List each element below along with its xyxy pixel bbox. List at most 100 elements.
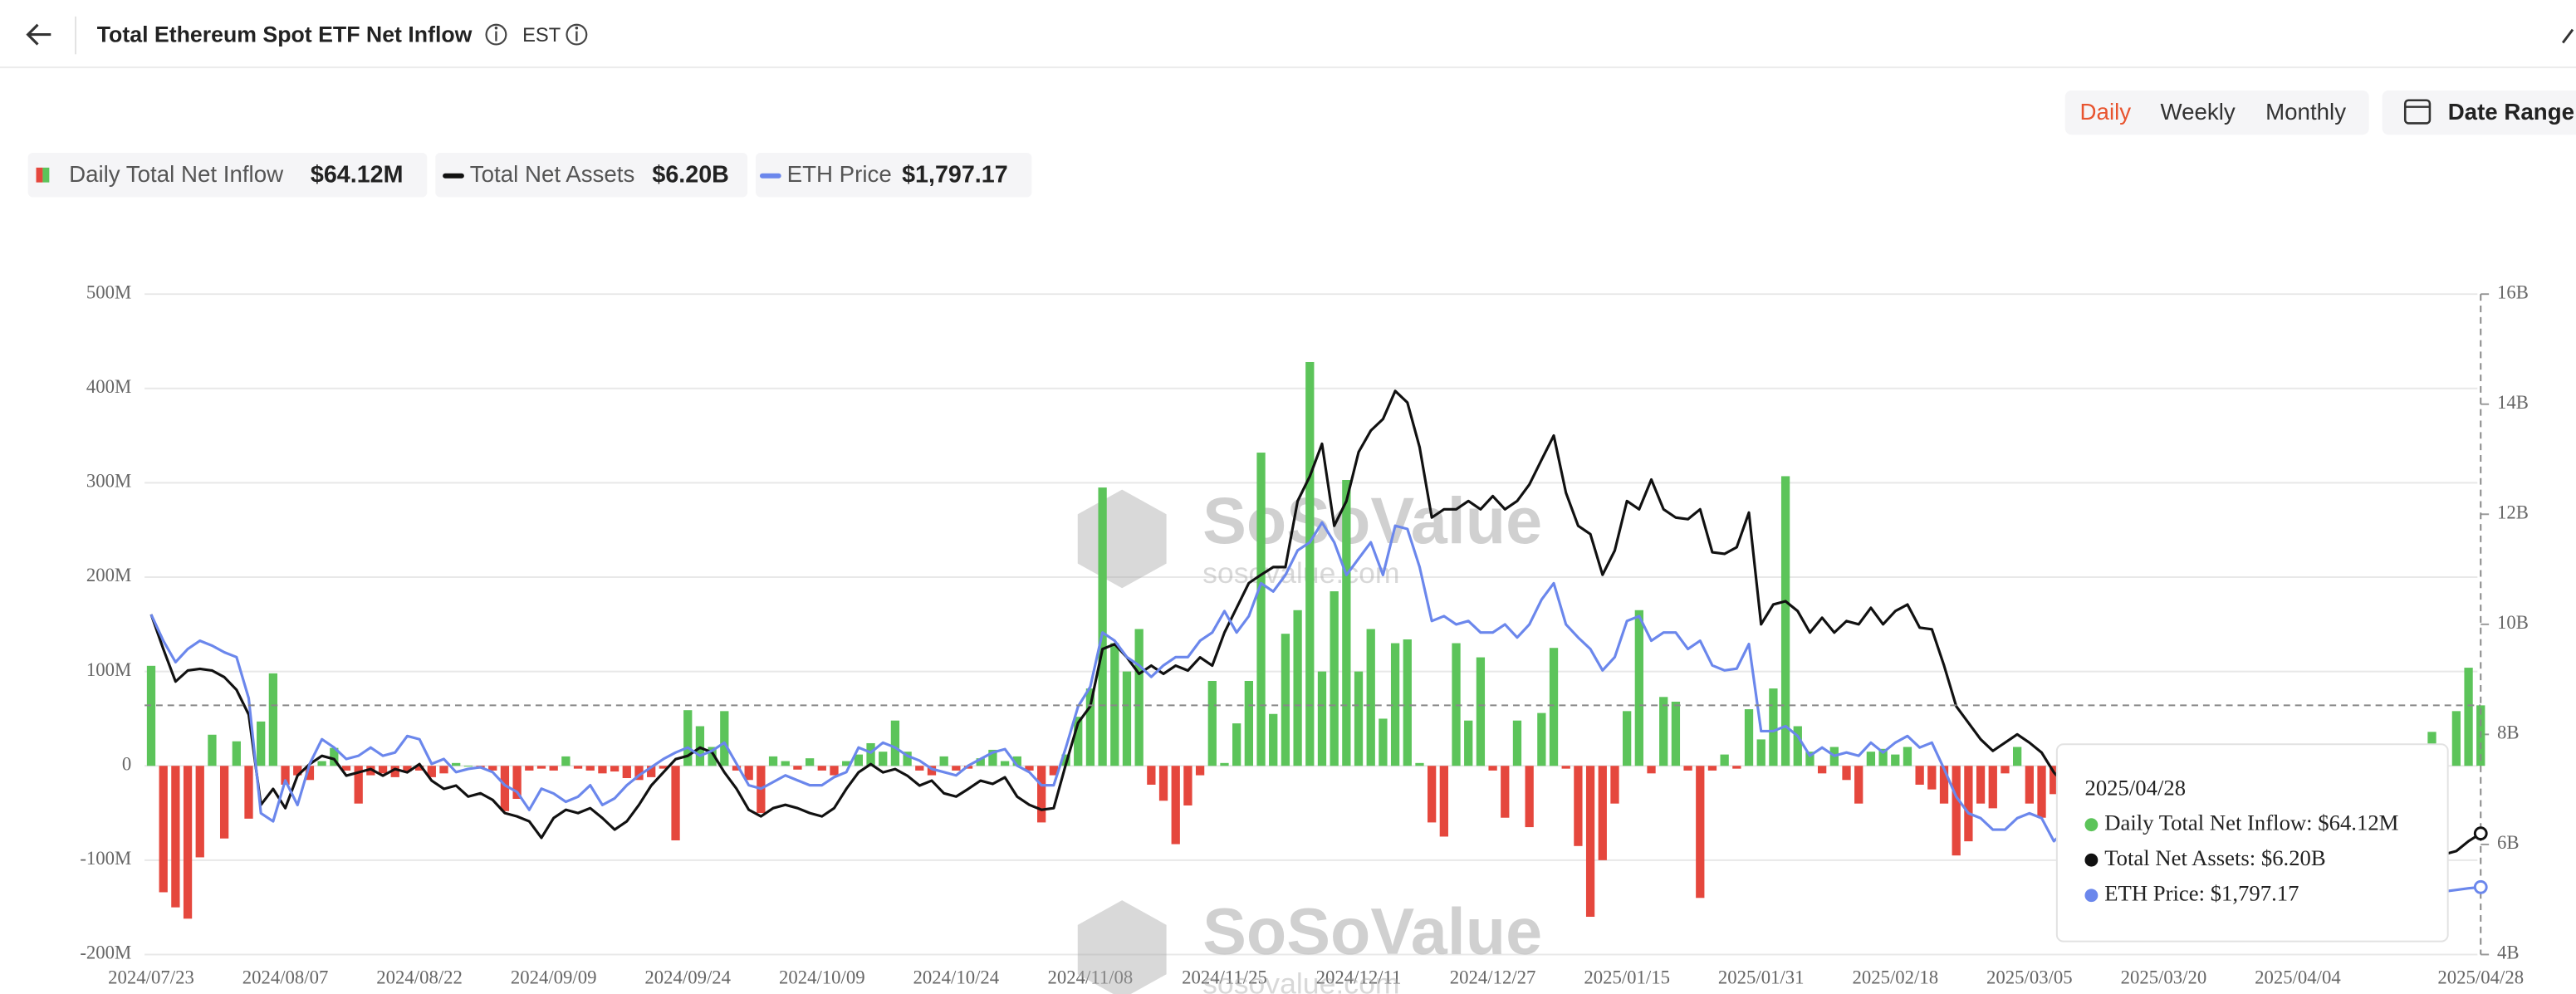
bar bbox=[585, 766, 595, 771]
bar bbox=[2013, 747, 2022, 766]
x-tick-label: 2025/03/20 bbox=[2121, 967, 2207, 987]
x-tick-label: 2025/04/04 bbox=[2255, 967, 2341, 987]
bar bbox=[317, 761, 326, 766]
bar bbox=[1939, 766, 1949, 804]
bar bbox=[1805, 752, 1814, 766]
bar bbox=[1330, 591, 1339, 766]
bar bbox=[1988, 766, 1997, 809]
bar bbox=[988, 749, 997, 766]
bar bbox=[403, 766, 412, 772]
bar bbox=[1342, 479, 1351, 766]
bar bbox=[1927, 766, 1937, 790]
bar bbox=[1379, 718, 1388, 766]
tooltip: 2025/04/28 Daily Total Net Inflow: $64.1… bbox=[2055, 743, 2449, 943]
bar bbox=[452, 762, 461, 766]
bar bbox=[549, 766, 558, 771]
bar bbox=[1256, 453, 1266, 766]
bar bbox=[1147, 766, 1156, 785]
watermark-logo bbox=[1077, 489, 1167, 589]
bar bbox=[1098, 487, 1107, 766]
legend-swatch bbox=[36, 167, 43, 183]
watermark-brand: SoSoValue bbox=[1202, 894, 1542, 968]
x-tick-label: 2024/10/24 bbox=[913, 967, 1000, 987]
bar bbox=[1134, 629, 1144, 766]
y2-tick-label: 16B bbox=[2497, 282, 2529, 302]
bar bbox=[536, 766, 546, 769]
bar bbox=[1025, 766, 1034, 771]
bar bbox=[732, 766, 742, 771]
period-button[interactable]: Weekly bbox=[2160, 99, 2235, 125]
bar bbox=[378, 766, 388, 774]
timezone: EST bbox=[522, 25, 561, 47]
bar bbox=[1158, 766, 1168, 801]
bar bbox=[1074, 717, 1083, 766]
legend-label: ETH Price bbox=[787, 161, 892, 187]
y-tick-label: 200M bbox=[86, 565, 131, 585]
bar bbox=[1525, 766, 1534, 828]
legend: Daily Total Net Inflow $64.12M Total Net… bbox=[27, 153, 1032, 198]
bar bbox=[890, 720, 900, 766]
bar bbox=[1585, 766, 1595, 918]
bar bbox=[2037, 766, 2046, 818]
date-range-button[interactable]: Date Range bbox=[2382, 90, 2576, 135]
watermark-logo bbox=[1077, 900, 1167, 994]
period-button[interactable]: Monthly bbox=[2265, 99, 2346, 125]
period-button[interactable]: Daily bbox=[2080, 99, 2132, 125]
bar bbox=[744, 766, 753, 781]
bar bbox=[1476, 657, 1486, 766]
tooltip-box bbox=[2055, 743, 2449, 943]
bar bbox=[305, 766, 315, 781]
tooltip-row: ETH Price: $1,797.17 bbox=[2104, 880, 2299, 905]
edit-icon[interactable] bbox=[2561, 28, 2574, 44]
x-tick-label: 2025/03/05 bbox=[1986, 967, 2073, 987]
bar bbox=[341, 766, 351, 771]
bar bbox=[768, 756, 778, 766]
bar bbox=[1037, 766, 1046, 823]
bar bbox=[1598, 766, 1607, 860]
y2-tick-label: 14B bbox=[2497, 392, 2529, 413]
bar bbox=[1964, 766, 1973, 842]
bar bbox=[1232, 723, 1241, 766]
x-tick-label: 2024/09/09 bbox=[511, 967, 597, 987]
bar bbox=[1439, 766, 1448, 837]
tooltip-row: Daily Total Net Inflow: $64.12M bbox=[2104, 810, 2398, 835]
y-tick-label: 300M bbox=[86, 471, 131, 492]
bar bbox=[817, 766, 826, 771]
bar bbox=[634, 766, 644, 781]
y2-tick-label: 12B bbox=[2497, 502, 2529, 522]
bar bbox=[598, 766, 607, 774]
bar bbox=[1000, 761, 1010, 766]
bar bbox=[1610, 766, 1619, 804]
x-tick-label: 2025/01/31 bbox=[1718, 967, 1805, 987]
info-icon[interactable] bbox=[485, 23, 507, 46]
page-title: Total Ethereum Spot ETF Net Inflow bbox=[97, 22, 473, 47]
bar bbox=[1793, 726, 1802, 766]
bar bbox=[1195, 766, 1205, 776]
bar bbox=[1512, 720, 1522, 766]
bar bbox=[622, 766, 631, 779]
bar bbox=[903, 752, 912, 766]
info-icon[interactable] bbox=[566, 23, 588, 46]
bar bbox=[1085, 688, 1095, 766]
bar bbox=[1428, 766, 1437, 823]
bar bbox=[1110, 643, 1119, 766]
bar bbox=[1744, 709, 1754, 766]
bar bbox=[1671, 701, 1681, 766]
y2-tick-label: 6B bbox=[2497, 832, 2520, 853]
date-range-label[interactable]: Date Range bbox=[2448, 99, 2574, 125]
bar bbox=[1183, 766, 1193, 805]
bar bbox=[573, 766, 583, 769]
bar bbox=[805, 758, 815, 766]
bar bbox=[647, 766, 656, 777]
x-tick-label: 2025/02/18 bbox=[1852, 967, 1938, 987]
y-tick-label: 400M bbox=[86, 376, 131, 397]
x-tick-label: 2024/07/23 bbox=[108, 967, 194, 987]
bar bbox=[2001, 766, 2010, 774]
bar bbox=[219, 766, 229, 839]
bar bbox=[268, 673, 278, 766]
tooltip-row: Total Net Assets: $6.20B bbox=[2104, 845, 2325, 870]
back-button[interactable] bbox=[26, 23, 51, 46]
bar bbox=[854, 754, 864, 766]
bar bbox=[146, 665, 156, 766]
